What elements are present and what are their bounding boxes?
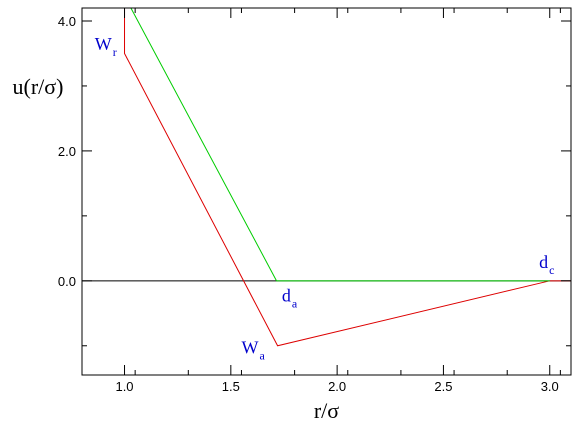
x-tick-label: 3.0 — [541, 379, 559, 394]
y-axis-label: u(r/σ) — [13, 74, 64, 99]
annotation-d-c: dc — [539, 252, 554, 277]
annotation-d-a: da — [282, 286, 298, 311]
annotation-sub: r — [113, 45, 117, 59]
x-axis-label: r/σ — [314, 398, 339, 423]
y-tick-label: 2.0 — [58, 144, 76, 159]
annotation-main: W — [241, 338, 258, 358]
red-potential-line — [124, 8, 571, 347]
series-layer — [82, 8, 571, 347]
plot-frame — [81, 7, 572, 376]
annotation-main: W — [95, 34, 112, 54]
green-potential-line — [130, 8, 550, 282]
annotation-main: d — [539, 252, 548, 272]
annotation-sub: a — [259, 349, 265, 363]
x-tick-label: 1.0 — [115, 379, 133, 394]
annotation-main: d — [282, 286, 291, 306]
annotation-w-r: Wr — [95, 34, 117, 59]
x-tick-label: 2.0 — [328, 379, 346, 394]
annotation-sub: a — [292, 297, 298, 311]
y-tick-label: 4.0 — [58, 14, 76, 29]
x-tick-label: 1.5 — [222, 379, 240, 394]
y-tick-label: 0.0 — [58, 274, 76, 289]
annotation-w-a: Wa — [241, 338, 265, 363]
x-tick-label: 2.5 — [434, 379, 452, 394]
ticks-layer: 1.0 1.5 2.0 2.5 3.0 0.0 2.0 4.0 — [58, 8, 571, 394]
annotation-sub: c — [549, 263, 554, 277]
